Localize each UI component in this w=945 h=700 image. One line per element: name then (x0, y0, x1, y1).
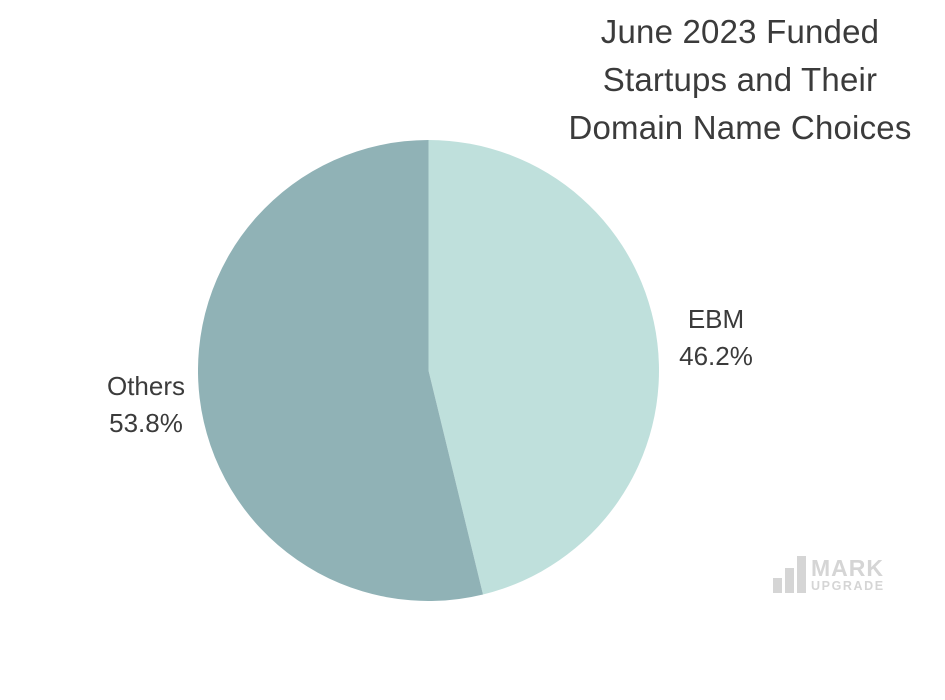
slice-label-others: Others 53.8% (46, 368, 246, 442)
pie-slice-others (197, 139, 484, 601)
chart-title-line-1: June 2023 Funded (600, 13, 880, 50)
chart-title-line-3: Domain Name Choices (568, 109, 912, 146)
watermark-brand-sub: UPGRADE (811, 579, 885, 593)
pie-chart (197, 139, 659, 601)
bar-chart-icon (773, 556, 806, 593)
slice-label-ebm: EBM 46.2% (616, 301, 816, 375)
pie-chart-svg (197, 139, 659, 601)
bar-chart-icon-bar-small (773, 578, 782, 593)
pie-slice-ebm (428, 140, 659, 595)
slice-label-ebm-percent: 46.2% (679, 341, 753, 371)
slice-label-ebm-name: EBM (687, 304, 745, 334)
bar-chart-icon-bar-medium (785, 568, 794, 593)
chart-title: June 2023 Funded Startups and Their Doma… (540, 8, 940, 152)
slice-label-others-name: Others (106, 371, 186, 401)
slice-label-others-percent: 53.8% (109, 408, 183, 438)
watermark-logo: MARK UPGRADE (773, 556, 885, 593)
chart-title-line-2: Startups and Their (602, 61, 878, 98)
bar-chart-icon-bar-large (797, 556, 806, 593)
watermark-text: MARK UPGRADE (811, 555, 885, 594)
watermark-brand-name: MARK (811, 555, 884, 581)
